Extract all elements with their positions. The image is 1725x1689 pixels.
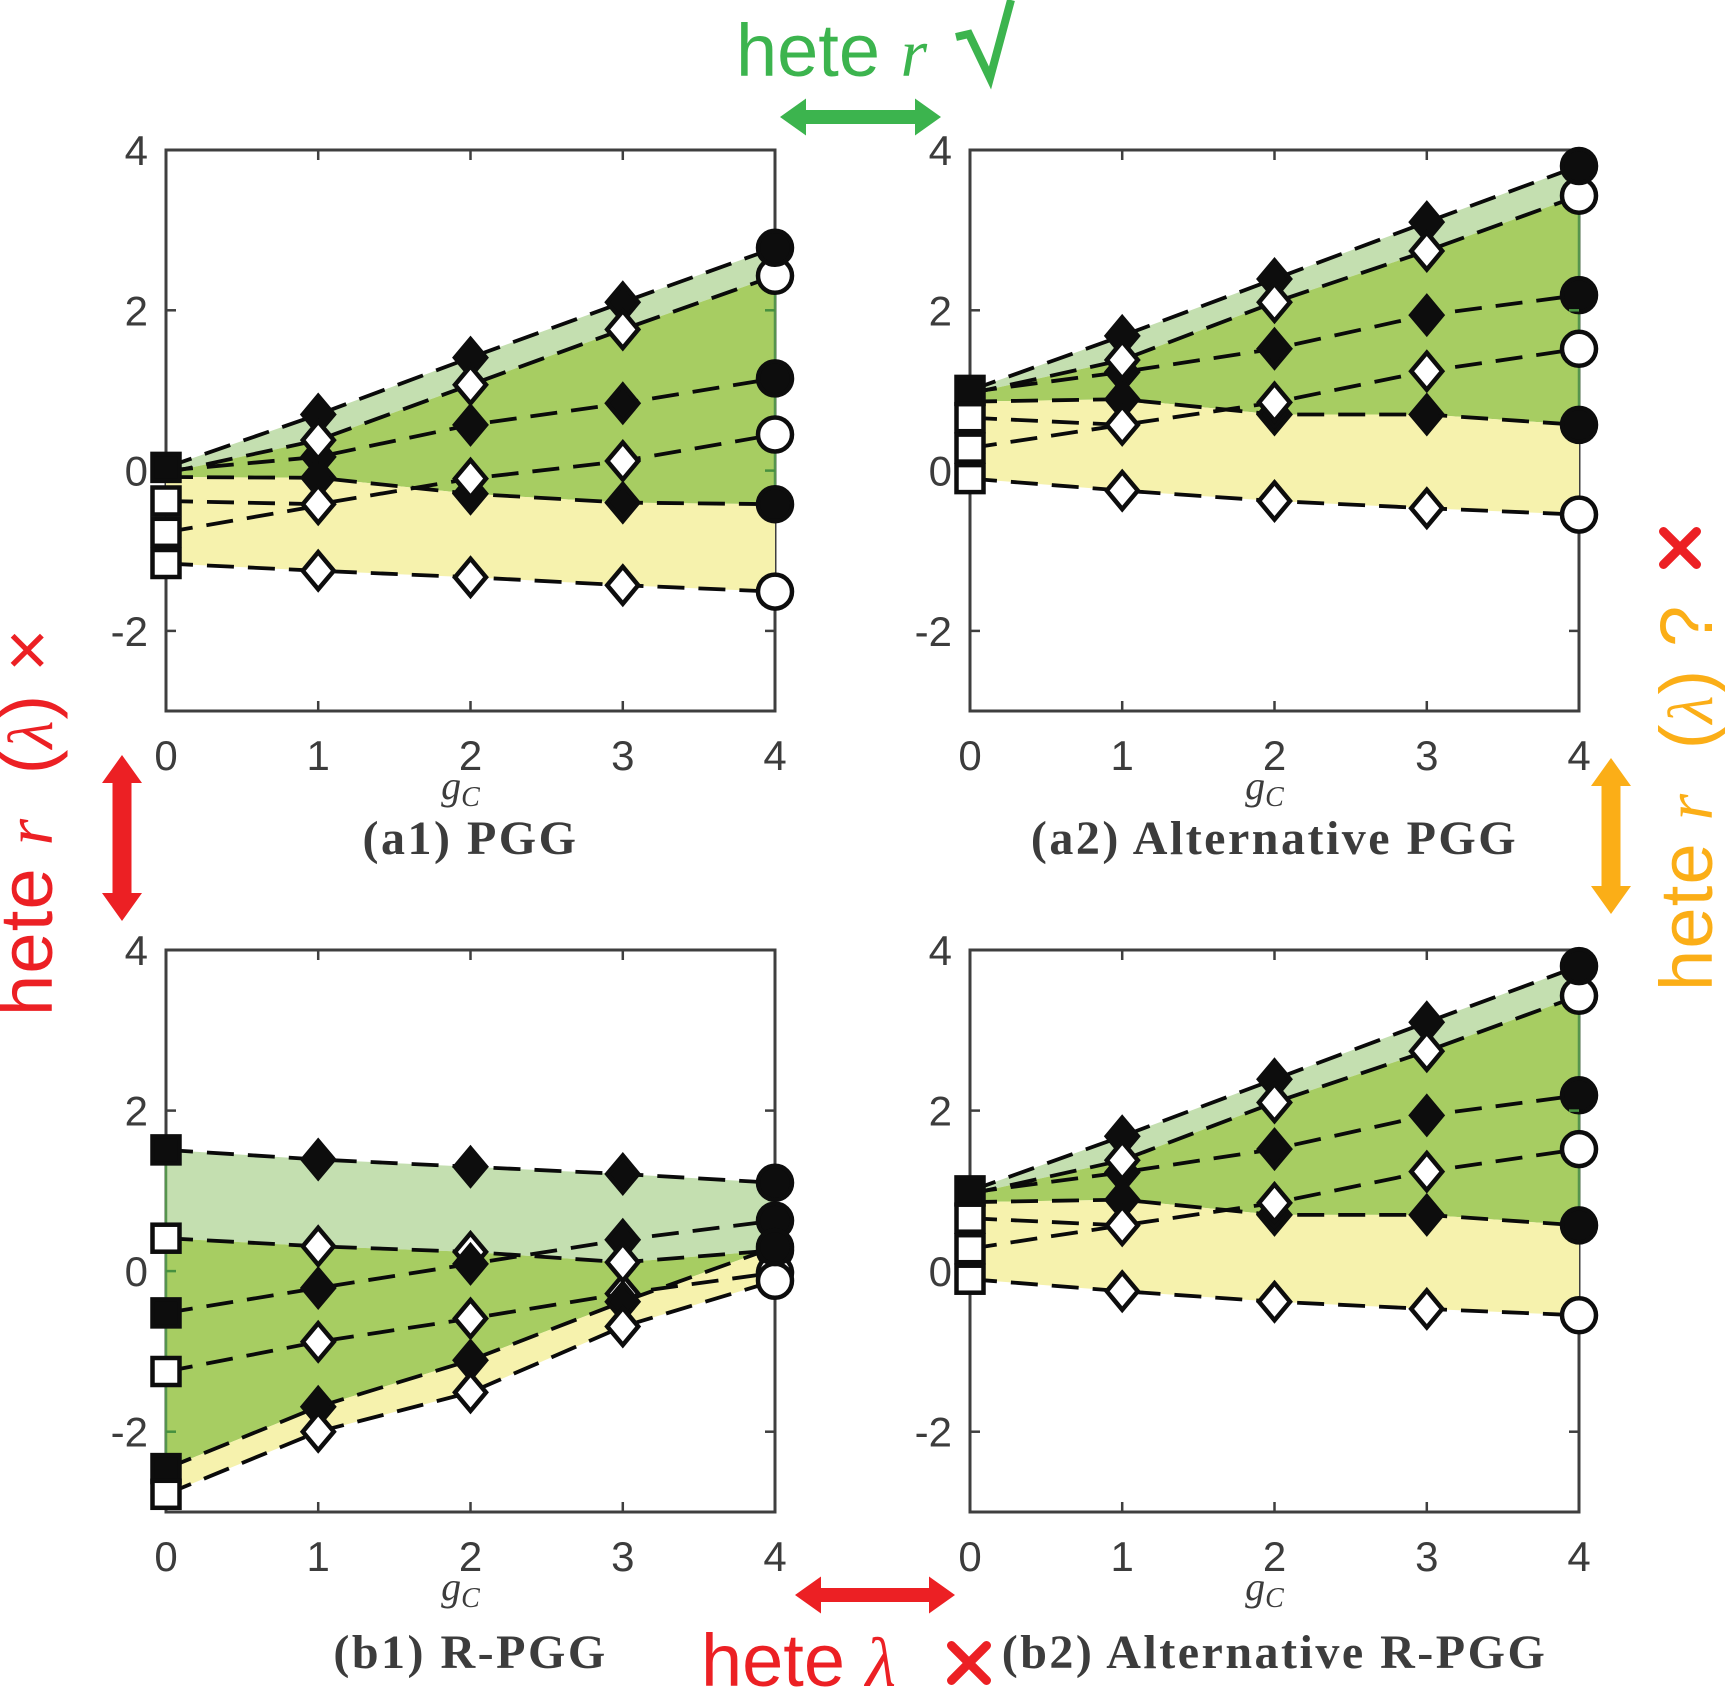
svg-text:0: 0 xyxy=(929,448,952,495)
svg-text:3: 3 xyxy=(611,1533,634,1580)
svg-text:-2: -2 xyxy=(915,1409,952,1456)
svg-text:hete r (λ) ×: hete r (λ) × xyxy=(0,627,68,1016)
svg-text:-2: -2 xyxy=(111,608,148,655)
svg-text:0: 0 xyxy=(929,1248,952,1295)
svg-text:(a2) Alternative PGG: (a2) Alternative PGG xyxy=(1031,812,1518,865)
svg-text:0: 0 xyxy=(958,1533,981,1580)
svg-text:1: 1 xyxy=(1111,732,1134,779)
svg-text:4: 4 xyxy=(929,127,952,174)
svg-text:0: 0 xyxy=(125,1248,148,1295)
svg-text:0: 0 xyxy=(154,1533,177,1580)
svg-text:0: 0 xyxy=(154,732,177,779)
svg-text:-2: -2 xyxy=(915,608,952,655)
svg-text:4: 4 xyxy=(125,127,148,174)
svg-text:0: 0 xyxy=(958,732,981,779)
svg-text:4: 4 xyxy=(1567,732,1590,779)
svg-text:4: 4 xyxy=(929,927,952,974)
svg-text:2: 2 xyxy=(1263,732,1286,779)
svg-text:-2: -2 xyxy=(111,1409,148,1456)
svg-text:3: 3 xyxy=(1415,1533,1438,1580)
svg-text:2: 2 xyxy=(125,287,148,334)
svg-text:hete r: hete r xyxy=(736,9,928,92)
svg-text:0: 0 xyxy=(125,448,148,495)
svg-text:4: 4 xyxy=(763,1533,786,1580)
svg-text:4: 4 xyxy=(125,927,148,974)
svg-text:2: 2 xyxy=(459,1533,482,1580)
svg-text:3: 3 xyxy=(611,732,634,779)
svg-text:hete r (λ) ?: hete r (λ) ? xyxy=(1645,604,1725,991)
svg-text:3: 3 xyxy=(1415,732,1438,779)
svg-text:(b2) Alternative R-PGG: (b2) Alternative R-PGG xyxy=(1002,1626,1548,1679)
svg-text:4: 4 xyxy=(763,732,786,779)
svg-text:2: 2 xyxy=(125,1088,148,1135)
svg-text:2: 2 xyxy=(929,287,952,334)
svg-text:2: 2 xyxy=(459,732,482,779)
svg-text:hete λ: hete λ xyxy=(701,1619,896,1689)
svg-text:2: 2 xyxy=(929,1088,952,1135)
svg-text:2: 2 xyxy=(1263,1533,1286,1580)
svg-text:(b1) R-PGG: (b1) R-PGG xyxy=(333,1626,607,1679)
svg-text:(a1) PGG: (a1) PGG xyxy=(363,812,579,865)
svg-text:1: 1 xyxy=(307,732,330,779)
svg-text:1: 1 xyxy=(1111,1533,1134,1580)
svg-text:4: 4 xyxy=(1567,1533,1590,1580)
svg-text:1: 1 xyxy=(307,1533,330,1580)
